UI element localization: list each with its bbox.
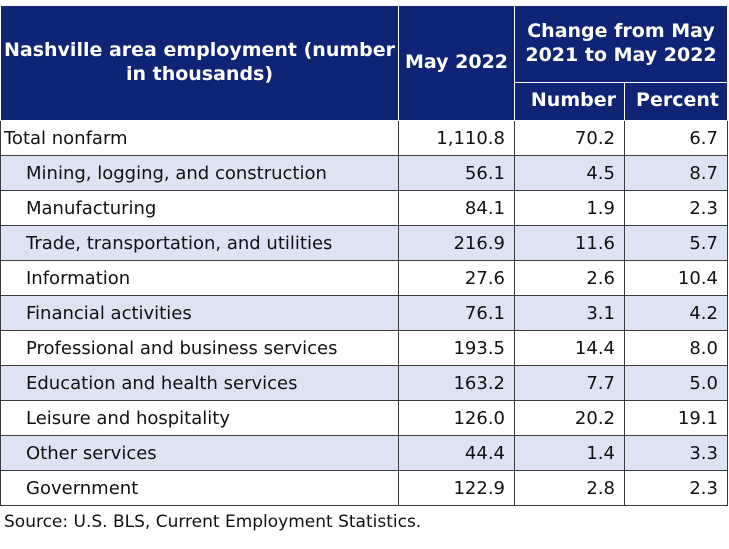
cell-change-number: 2.6	[514, 260, 625, 296]
row-label: Financial activities	[0, 295, 399, 331]
cell-may-2022: 84.1	[398, 190, 515, 226]
cell-change-number: 11.6	[514, 225, 625, 261]
row-label: Education and health services	[0, 365, 399, 401]
table-row: Manufacturing 84.1 1.9 2.3	[0, 190, 728, 226]
cell-change-percent: 8.0	[624, 330, 728, 366]
cell-change-number: 70.2	[514, 120, 625, 156]
table-row: Leisure and hospitality 126.0 20.2 19.1	[0, 400, 728, 436]
row-label: Mining, logging, and construction	[0, 155, 399, 191]
table-row: Professional and business services 193.5 1…	[0, 330, 728, 366]
row-label: Trade, transportation, and utilities	[0, 225, 399, 261]
cell-change-number: 1.9	[514, 190, 625, 226]
cell-change-percent: 2.3	[624, 470, 728, 506]
table-row: Financial activities 76.1 3.1 4.2	[0, 295, 728, 331]
header-change-group: Change from May 2021 to May 2022	[514, 5, 728, 83]
cell-may-2022: 122.9	[398, 470, 515, 506]
table-row: Trade, transportation, and utilities 216.…	[0, 225, 728, 261]
cell-change-number: 3.1	[514, 295, 625, 331]
header-percent: Percent	[624, 81, 728, 122]
table-row: Government 122.9 2.8 2.3	[0, 470, 728, 506]
cell-may-2022: 44.4	[398, 435, 515, 471]
cell-may-2022: 126.0	[398, 400, 515, 436]
employment-table-block: Nashville area employment (number in tho…	[0, 5, 729, 532]
row-label: Professional and business services	[0, 330, 399, 366]
cell-change-percent: 6.7	[624, 120, 728, 156]
table-row: Information 27.6 2.6 10.4	[0, 260, 728, 296]
cell-may-2022: 216.9	[398, 225, 515, 261]
cell-change-percent: 3.3	[624, 435, 728, 471]
cell-may-2022: 27.6	[398, 260, 515, 296]
cell-change-percent: 4.2	[624, 295, 728, 331]
cell-change-percent: 2.3	[624, 190, 728, 226]
cell-change-percent: 19.1	[624, 400, 728, 436]
employment-table: Nashville area employment (number in tho…	[0, 5, 728, 506]
cell-change-number: 20.2	[514, 400, 625, 436]
cell-change-number: 4.5	[514, 155, 625, 191]
row-label: Total nonfarm	[0, 120, 399, 156]
table-row: Education and health services 163.2 7.7 5.0	[0, 365, 728, 401]
cell-may-2022: 193.5	[398, 330, 515, 366]
table-body: Total nonfarm 1,110.8 70.2 6.7 Mining, loggi…	[0, 120, 728, 506]
row-label: Information	[0, 260, 399, 296]
row-label: Other services	[0, 435, 399, 471]
source-note: Source: U.S. BLS, Current Employment Sta…	[4, 512, 422, 532]
cell-may-2022: 76.1	[398, 295, 515, 331]
cell-may-2022: 56.1	[398, 155, 515, 191]
cell-may-2022: 1,110.8	[398, 120, 515, 156]
cell-change-percent: 5.0	[624, 365, 728, 401]
cell-change-percent: 5.7	[624, 225, 728, 261]
cell-change-percent: 8.7	[624, 155, 728, 191]
header-number: Number	[514, 81, 625, 122]
table-row: Mining, logging, and construction 56.1 4.5…	[0, 155, 728, 191]
cell-change-number: 7.7	[514, 365, 625, 401]
cell-change-number: 2.8	[514, 470, 625, 506]
table-row: Total nonfarm 1,110.8 70.2 6.7	[0, 120, 728, 156]
cell-change-number: 1.4	[514, 435, 625, 471]
row-label: Manufacturing	[0, 190, 399, 226]
cell-change-number: 14.4	[514, 330, 625, 366]
table-row: Other services 44.4 1.4 3.3	[0, 435, 728, 471]
cell-may-2022: 163.2	[398, 365, 515, 401]
cell-change-percent: 10.4	[624, 260, 728, 296]
row-label: Government	[0, 470, 399, 506]
row-label: Leisure and hospitality	[0, 400, 399, 436]
header-period: May 2022	[398, 5, 515, 121]
header-title: Nashville area employment (number in tho…	[0, 5, 399, 121]
